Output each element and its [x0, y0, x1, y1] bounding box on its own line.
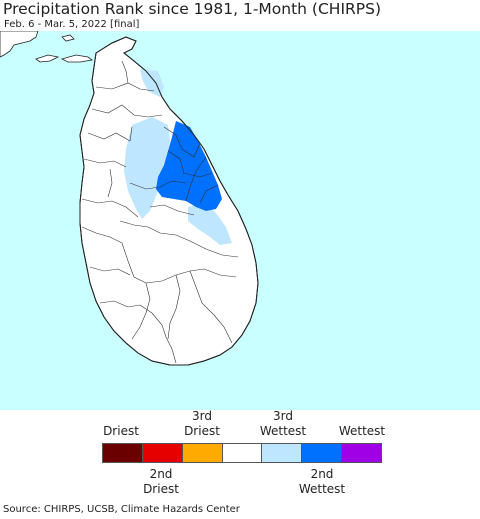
second-wettest-region: [156, 121, 222, 211]
mannar-island: [60, 54, 93, 63]
rameswaram-island: [35, 54, 60, 63]
sri-lanka-coastline: [79, 36, 259, 366]
legend-swatch-4: [222, 444, 263, 462]
legend-swatch-6: [302, 444, 343, 462]
india-coast: [0, 31, 39, 58]
legend-label-second-driest: 2nd Driest: [143, 467, 179, 496]
source-credit: Source: CHIRPS, UCSB, Climate Hazards Ce…: [3, 504, 240, 515]
legend-swatch-1: [103, 444, 143, 462]
legend-label-driest: Driest: [103, 424, 139, 438]
third-wettest-region: [124, 69, 232, 245]
legend-label-third-driest: 3rd Driest: [184, 409, 220, 438]
legend-swatch-2: [142, 444, 183, 462]
map-title: Precipitation Rank since 1981, 1-Month (…: [3, 0, 382, 18]
legend-swatch-5: [262, 444, 303, 462]
legend-color-bar: [102, 443, 382, 463]
map-panel: [0, 31, 480, 410]
legend-label-wettest: Wettest: [338, 424, 386, 438]
district-boundaries: [81, 60, 239, 364]
sri-lanka-map: [0, 31, 480, 410]
legend-label-third-wettest: 3rd Wettest: [259, 409, 307, 438]
map-subtitle: Feb. 6 - Mar. 5, 2022 [final]: [4, 19, 140, 30]
jaffna-islet: [61, 34, 75, 42]
legend-swatch-7: [342, 444, 382, 462]
legend-label-second-wettest: 2nd Wettest: [298, 467, 346, 496]
legend-swatch-3: [182, 444, 223, 462]
